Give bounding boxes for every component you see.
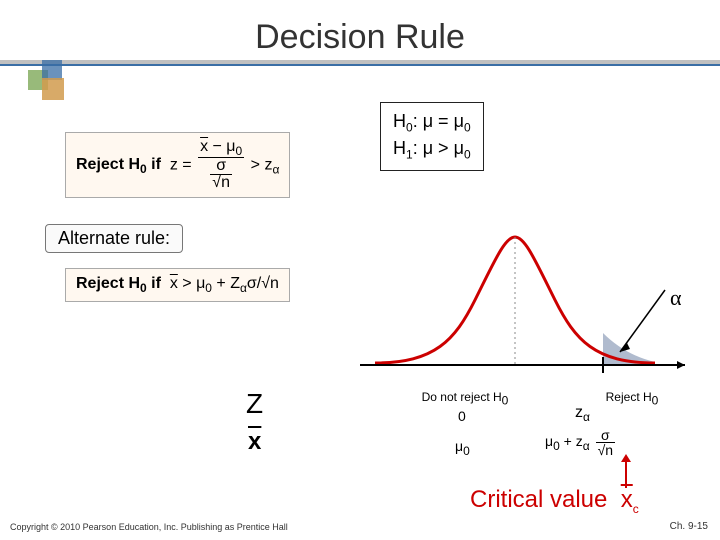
critical-value-arrow-icon bbox=[625, 460, 627, 488]
critical-value-label: Critical value xc bbox=[470, 486, 639, 516]
do-not-reject-label: Do not reject H0 bbox=[410, 390, 520, 407]
mu0-label: μ0 bbox=[455, 438, 470, 458]
reject-rule-alternate: Reject H0 if x > μ0 + Zασ/√n bbox=[65, 268, 290, 302]
page-number: Ch. 9-15 bbox=[670, 521, 708, 532]
copyright-text: Copyright © 2010 Pearson Education, Inc.… bbox=[10, 522, 288, 532]
hypotheses-box: H0: μ = μ0 H1: μ > μ0 bbox=[380, 102, 484, 171]
null-hypothesis: H0: μ = μ0 bbox=[393, 109, 471, 136]
axis-zero: 0 bbox=[458, 408, 466, 424]
corner-decoration bbox=[28, 60, 72, 104]
alternate-rule-label: Alternate rule: bbox=[45, 224, 183, 253]
reject-rule-main: Reject H0 if z = x − μ0 σ √n > zα bbox=[65, 132, 290, 198]
axis-arrow-icon bbox=[677, 361, 685, 369]
slide-title: Decision Rule bbox=[255, 18, 465, 56]
alpha-pointer bbox=[620, 290, 665, 352]
reject-region-label: Reject H0 bbox=[592, 390, 672, 407]
alpha-label: α bbox=[670, 285, 682, 311]
xbar-axis-label: x bbox=[248, 428, 261, 456]
alt-hypothesis: H1: μ > μ0 bbox=[393, 136, 471, 163]
critical-value-text: Critical value bbox=[470, 486, 607, 513]
title-underline bbox=[0, 60, 720, 66]
z-axis-label: Z bbox=[246, 388, 263, 420]
critical-xbar-formula: μ0 + zα σ√n bbox=[545, 428, 617, 457]
slide-title-wrap: Decision Rule bbox=[0, 18, 720, 57]
normal-curve-chart bbox=[355, 225, 690, 385]
z-alpha-label: zα bbox=[575, 404, 590, 424]
deco-square bbox=[42, 78, 64, 100]
deco-square bbox=[42, 60, 62, 80]
